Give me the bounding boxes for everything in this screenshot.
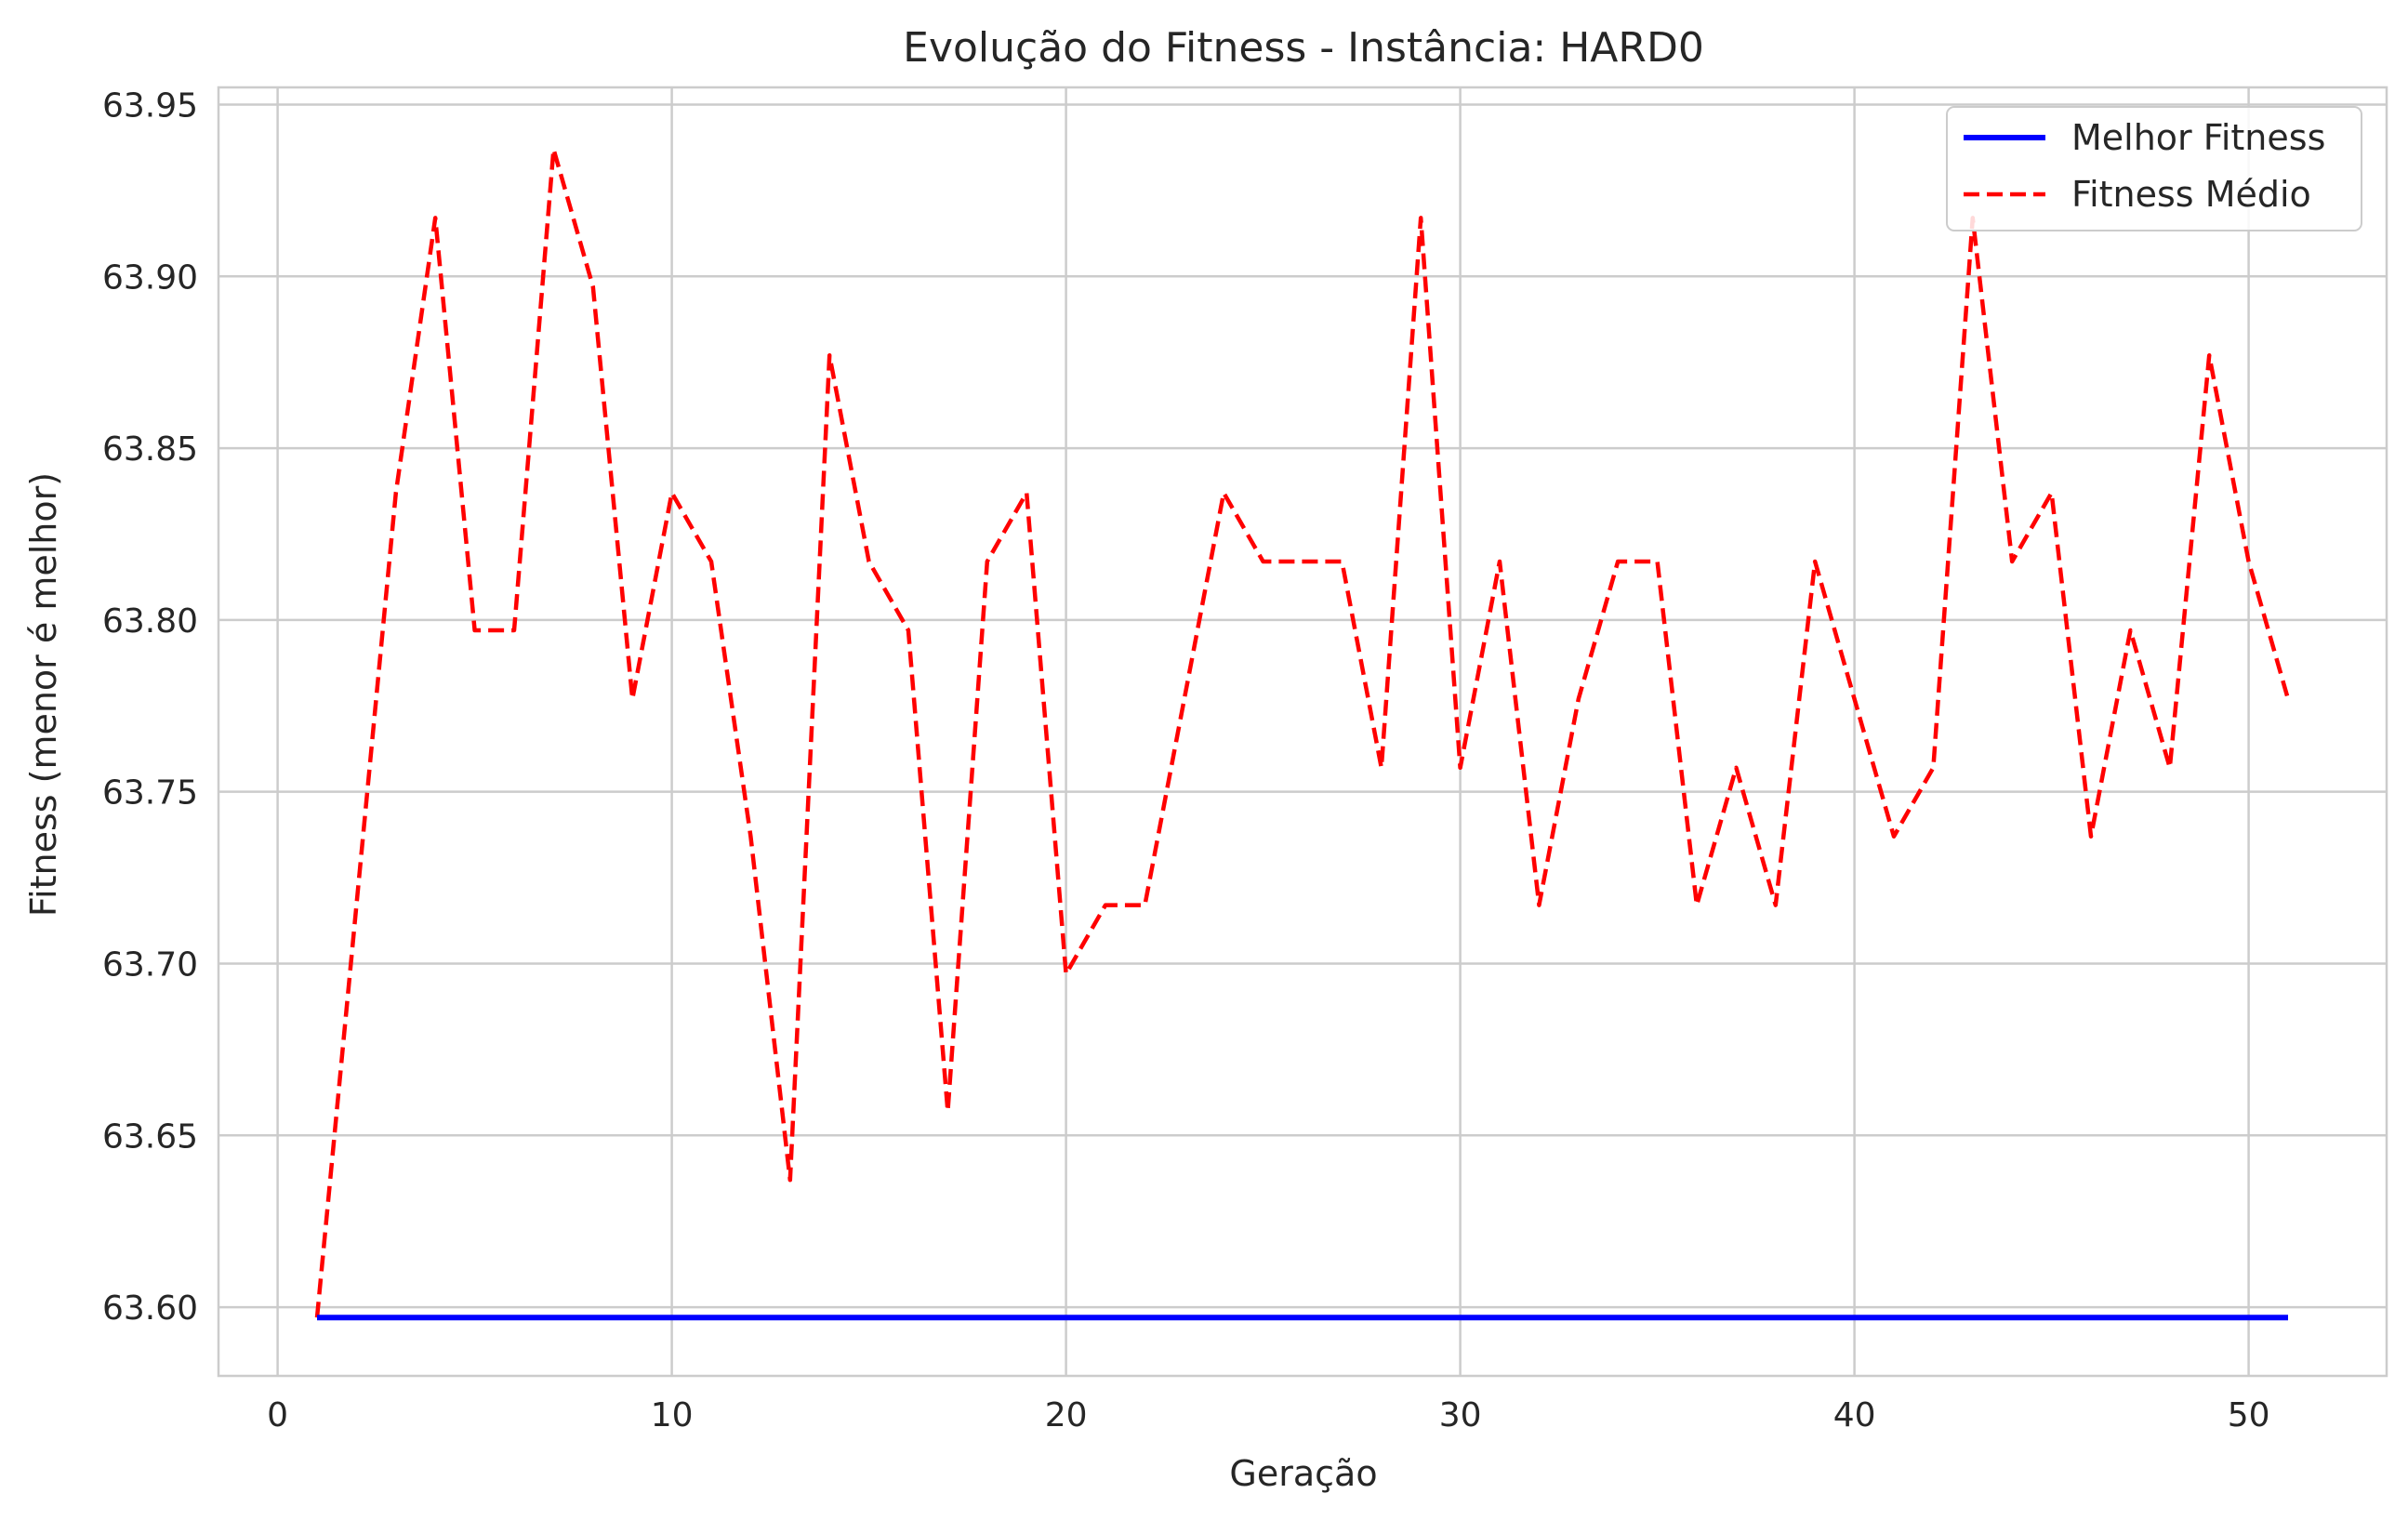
y-gridlines	[218, 103, 2387, 1309]
x-tick-label: 40	[1833, 1396, 1876, 1434]
y-tick-label: 63.90	[102, 258, 198, 297]
legend-label-fitness-medio: Fitness Médio	[2071, 174, 2311, 215]
y-tick-labels: 63.60 63.65 63.70 63.75 63.80 63.85 63.90 63.95	[102, 86, 198, 1328]
chart-title: Evolução do Fitness - Instância: HARD0	[903, 24, 1704, 72]
series-line-fitness-medio	[314, 147, 2291, 1318]
y-tick-label: 63.70	[102, 945, 198, 984]
y-tick-label: 63.60	[102, 1289, 198, 1328]
x-axis-label: Geração	[1229, 1453, 1377, 1494]
legend: Melhor Fitness Fitness Médio	[1946, 106, 2362, 231]
x-tick-labels: 0 10 20 30 40 50	[267, 1396, 2269, 1434]
x-tick-label: 10	[651, 1396, 694, 1434]
x-tick-label: 20	[1045, 1396, 1088, 1434]
y-tick-label: 63.80	[102, 602, 198, 641]
x-gridlines	[276, 87, 2250, 1376]
plot-frame	[217, 86, 2388, 1378]
y-tick-label: 63.85	[102, 430, 198, 469]
legend-label-melhor-fitness: Melhor Fitness	[2071, 117, 2325, 158]
y-axis-label: Fitness (menor é melhor)	[23, 472, 64, 917]
x-tick-label: 50	[2228, 1396, 2270, 1434]
x-tick-label: 30	[1439, 1396, 1482, 1434]
y-tick-label: 63.75	[102, 774, 198, 813]
legend-box	[1946, 106, 2362, 231]
series-layer	[314, 147, 2291, 1321]
y-tick-label: 63.95	[102, 86, 198, 125]
y-tick-label: 63.65	[102, 1117, 198, 1156]
x-tick-label: 0	[267, 1396, 288, 1434]
